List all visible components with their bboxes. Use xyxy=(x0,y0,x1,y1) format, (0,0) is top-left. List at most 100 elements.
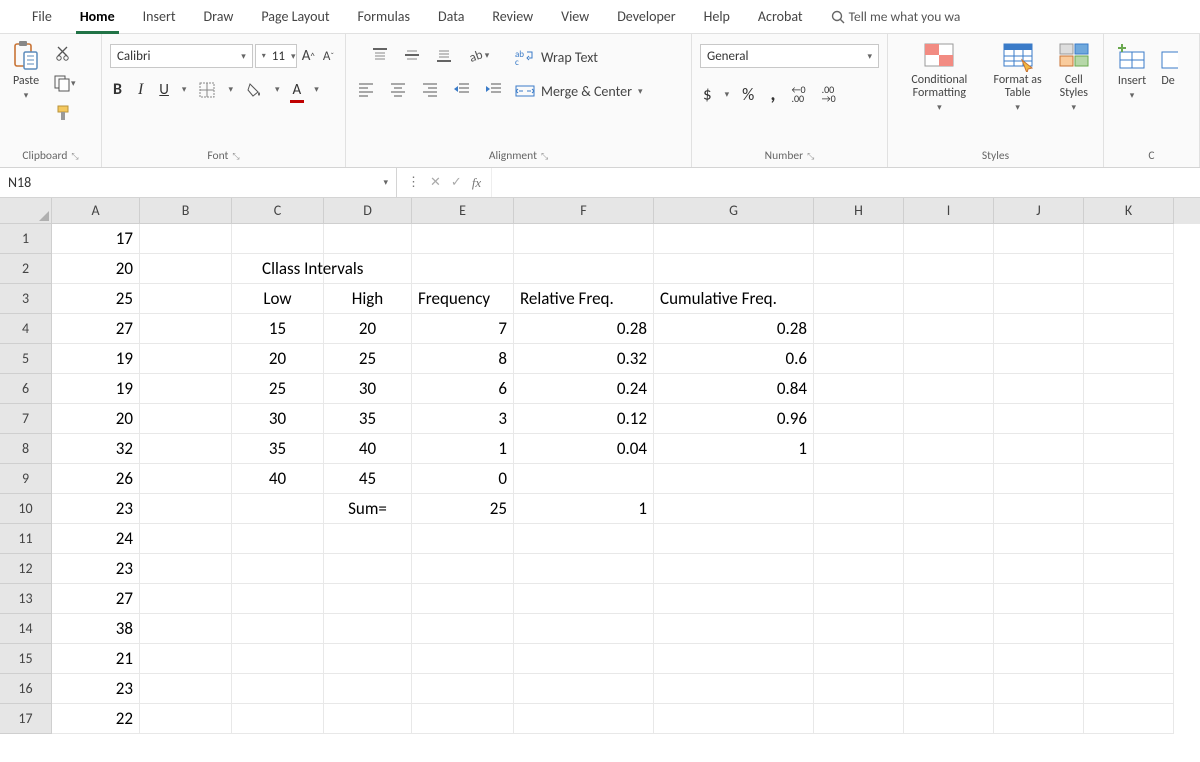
increase-indent-icon[interactable] xyxy=(482,78,506,100)
cell-B13[interactable] xyxy=(140,584,232,614)
cell-J12[interactable] xyxy=(994,554,1084,584)
tab-view[interactable]: View xyxy=(547,0,603,34)
cell-A4[interactable]: 27 xyxy=(52,314,140,344)
cell-I4[interactable] xyxy=(904,314,994,344)
cell-I8[interactable] xyxy=(904,434,994,464)
tab-file[interactable]: File xyxy=(18,0,66,34)
cell-G17[interactable] xyxy=(654,704,814,734)
cell-A16[interactable]: 23 xyxy=(52,674,140,704)
cell-K8[interactable] xyxy=(1084,434,1174,464)
row-header[interactable]: 17 xyxy=(0,704,52,734)
cell-B14[interactable] xyxy=(140,614,232,644)
cell-K7[interactable] xyxy=(1084,404,1174,434)
cell-H1[interactable] xyxy=(814,224,904,254)
cell-I14[interactable] xyxy=(904,614,994,644)
cell-C8[interactable]: 35 xyxy=(232,434,324,464)
cell-F2[interactable] xyxy=(514,254,654,284)
column-header-K[interactable]: K xyxy=(1084,198,1174,224)
cell-F9[interactable] xyxy=(514,464,654,494)
decrease-decimal-icon[interactable]: .00→0 xyxy=(819,83,839,105)
align-right-icon[interactable] xyxy=(418,78,442,100)
cell-H4[interactable] xyxy=(814,314,904,344)
cell-F11[interactable] xyxy=(514,524,654,554)
accounting-format-icon[interactable]: $ xyxy=(700,82,715,107)
conditional-formatting-button[interactable]: Conditional Formatting▾ xyxy=(896,40,983,115)
cell-G5[interactable]: 0.6 xyxy=(654,344,814,374)
percent-format-icon[interactable]: % xyxy=(739,82,757,107)
row-header[interactable]: 14 xyxy=(0,614,52,644)
cell-E13[interactable] xyxy=(412,584,514,614)
cell-C4[interactable]: 15 xyxy=(232,314,324,344)
delete-cells-button[interactable]: De xyxy=(1154,40,1182,90)
column-header-H[interactable]: H xyxy=(814,198,904,224)
cell-K1[interactable] xyxy=(1084,224,1174,254)
cell-I1[interactable] xyxy=(904,224,994,254)
column-header-C[interactable]: C xyxy=(232,198,324,224)
cell-E5[interactable]: 8 xyxy=(412,344,514,374)
cell-D13[interactable] xyxy=(324,584,412,614)
cell-G8[interactable]: 1 xyxy=(654,434,814,464)
cell-E3[interactable]: Frequency xyxy=(412,284,514,314)
tab-draw[interactable]: Draw xyxy=(190,0,248,34)
cell-B9[interactable] xyxy=(140,464,232,494)
cell-B3[interactable] xyxy=(140,284,232,314)
cell-G11[interactable] xyxy=(654,524,814,554)
cell-K15[interactable] xyxy=(1084,644,1174,674)
cell-G4[interactable]: 0.28 xyxy=(654,314,814,344)
cell-styles-button[interactable]: Cell Styles▾ xyxy=(1053,40,1095,115)
cell-E2[interactable] xyxy=(412,254,514,284)
cell-I2[interactable] xyxy=(904,254,994,284)
cell-F14[interactable] xyxy=(514,614,654,644)
cell-D2[interactable] xyxy=(324,254,412,284)
cell-A14[interactable]: 38 xyxy=(52,614,140,644)
cell-B11[interactable] xyxy=(140,524,232,554)
cell-B7[interactable] xyxy=(140,404,232,434)
cell-G7[interactable]: 0.96 xyxy=(654,404,814,434)
cell-C11[interactable] xyxy=(232,524,324,554)
cell-K4[interactable] xyxy=(1084,314,1174,344)
cell-B2[interactable] xyxy=(140,254,232,284)
cell-C12[interactable] xyxy=(232,554,324,584)
cell-A17[interactable]: 22 xyxy=(52,704,140,734)
cell-F8[interactable]: 0.04 xyxy=(514,434,654,464)
fx-icon[interactable]: fx xyxy=(472,175,481,191)
row-header[interactable]: 4 xyxy=(0,314,52,344)
cell-C5[interactable]: 20 xyxy=(232,344,324,374)
decrease-font-icon[interactable]: Aˇ xyxy=(320,47,337,66)
row-header[interactable]: 16 xyxy=(0,674,52,704)
cell-D5[interactable]: 25 xyxy=(324,344,412,374)
cell-E4[interactable]: 7 xyxy=(412,314,514,344)
tab-review[interactable]: Review xyxy=(478,0,547,34)
cell-F17[interactable] xyxy=(514,704,654,734)
cell-A13[interactable]: 27 xyxy=(52,584,140,614)
cell-A9[interactable]: 26 xyxy=(52,464,140,494)
cell-B5[interactable] xyxy=(140,344,232,374)
cell-B15[interactable] xyxy=(140,644,232,674)
align-left-icon[interactable] xyxy=(354,78,378,100)
cell-D14[interactable] xyxy=(324,614,412,644)
cell-H15[interactable] xyxy=(814,644,904,674)
tell-me-search[interactable]: Tell me what you wa xyxy=(817,0,975,34)
cell-D9[interactable]: 45 xyxy=(324,464,412,494)
cell-E16[interactable] xyxy=(412,674,514,704)
cell-I5[interactable] xyxy=(904,344,994,374)
row-header[interactable]: 12 xyxy=(0,554,52,584)
cell-J14[interactable] xyxy=(994,614,1084,644)
cell-J11[interactable] xyxy=(994,524,1084,554)
wrap-text-button[interactable]: abc Wrap Text xyxy=(512,46,601,68)
cell-D8[interactable]: 40 xyxy=(324,434,412,464)
cell-J6[interactable] xyxy=(994,374,1084,404)
cell-D11[interactable] xyxy=(324,524,412,554)
cell-A1[interactable]: 17 xyxy=(52,224,140,254)
cell-J9[interactable] xyxy=(994,464,1084,494)
cell-K9[interactable] xyxy=(1084,464,1174,494)
orientation-icon[interactable]: ab▾ xyxy=(464,44,493,66)
cell-K3[interactable] xyxy=(1084,284,1174,314)
column-header-E[interactable]: E xyxy=(412,198,514,224)
cell-I9[interactable] xyxy=(904,464,994,494)
more-icon[interactable]: ⋮ xyxy=(407,175,420,190)
copy-icon[interactable]: ▾ xyxy=(50,72,79,94)
row-header[interactable]: 5 xyxy=(0,344,52,374)
cell-H12[interactable] xyxy=(814,554,904,584)
cell-H13[interactable] xyxy=(814,584,904,614)
